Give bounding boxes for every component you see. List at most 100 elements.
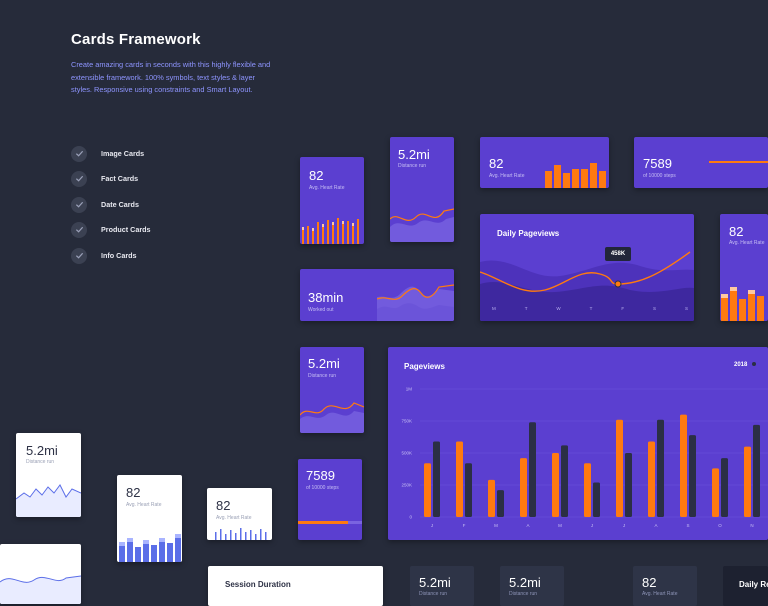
y-tick-label: 0 xyxy=(409,515,412,520)
heart-rate-card-right[interactable]: 82 Avg. Heart Rate xyxy=(720,214,768,321)
metric-label: Avg. Heart Rate xyxy=(729,240,765,246)
bar[interactable] xyxy=(529,422,536,517)
white-wave-card[interactable] xyxy=(0,544,81,604)
bar[interactable] xyxy=(424,463,431,517)
distance-line-chart xyxy=(16,484,81,517)
bar[interactable] xyxy=(433,441,440,517)
white-heart-rate-card[interactable]: 82 Avg. Heart Rate xyxy=(117,475,182,562)
y-tick-label: 250K xyxy=(401,483,412,488)
bar[interactable] xyxy=(561,445,568,517)
heart-rate-bars xyxy=(721,287,764,321)
bar[interactable] xyxy=(625,453,632,517)
session-duration-card[interactable]: Session Duration xyxy=(208,566,383,606)
metric-value: 82 xyxy=(489,156,504,171)
pageviews-tooltip: 458K xyxy=(605,247,631,261)
year-selector[interactable]: 2018 xyxy=(734,362,757,368)
bar[interactable] xyxy=(657,419,664,517)
feature-item-product-cards[interactable]: Product Cards xyxy=(71,221,221,238)
day-label: S xyxy=(684,306,688,311)
feature-label: Date Cards xyxy=(101,200,139,209)
x-tick-label: S xyxy=(686,523,689,528)
y-tick-label: 1M xyxy=(406,387,413,392)
distance-card-tall[interactable]: 5.2mi Distance run xyxy=(390,137,454,242)
x-tick-label: A xyxy=(526,523,529,528)
metric-value: 7589 xyxy=(643,156,672,171)
x-tick-label: O xyxy=(718,523,722,528)
dark-distance-card[interactable]: 5.2mi Distance run xyxy=(410,566,474,606)
bar[interactable] xyxy=(488,479,495,517)
chart-title: Pageviews xyxy=(404,362,445,371)
day-label: S xyxy=(653,306,657,311)
day-label: W xyxy=(556,306,561,311)
bar[interactable] xyxy=(721,458,728,517)
day-label: M xyxy=(492,306,496,311)
x-tick-label: J xyxy=(591,523,593,528)
bar[interactable] xyxy=(465,463,472,517)
feature-item-info-cards[interactable]: Info Cards xyxy=(71,247,221,264)
bar[interactable] xyxy=(584,463,591,517)
steps-card-wide[interactable]: 7589 of 10000 steps xyxy=(634,137,768,188)
bar[interactable] xyxy=(648,441,655,517)
workout-card[interactable]: 38min Worked out xyxy=(300,269,454,321)
dark-heart-rate-card[interactable]: 82 Avg. Heart Rate xyxy=(633,566,697,606)
bar[interactable] xyxy=(680,414,687,517)
metric-label: Distance run xyxy=(398,163,427,169)
metric-label: Avg. Heart Rate xyxy=(489,173,525,179)
y-tick-label: 750K xyxy=(401,419,412,424)
x-tick-label: N xyxy=(750,523,753,528)
day-label: T xyxy=(524,306,528,311)
heart-rate-card-wide[interactable]: 82 Avg. Heart Rate xyxy=(480,137,609,188)
day-labels: M T W T F S S xyxy=(492,306,688,311)
metric-value: 7589 xyxy=(306,468,335,483)
bar[interactable] xyxy=(593,482,600,517)
dark-distance-card-2[interactable]: 5.2mi Distance run xyxy=(500,566,564,606)
metric-value: 82 xyxy=(126,485,141,500)
check-icon xyxy=(71,196,87,213)
bar[interactable] xyxy=(753,424,760,517)
white-heart-rate-card-small[interactable]: 82 Avg. Heart Rate xyxy=(207,488,272,540)
feature-label: Product Cards xyxy=(101,225,151,234)
heart-rate-card-tall[interactable]: 82 Avg. Heart Rate xyxy=(300,157,364,244)
day-label: T xyxy=(589,306,593,311)
steps-progress-track xyxy=(298,521,362,524)
check-icon xyxy=(71,247,87,264)
metric-value: 38min xyxy=(308,290,344,305)
daily-dark-card[interactable]: Daily Re xyxy=(723,566,768,606)
bar[interactable] xyxy=(616,419,623,517)
x-tick-label: F xyxy=(463,523,466,528)
feature-item-date-cards[interactable]: Date Cards xyxy=(71,196,221,213)
metric-value: 82 xyxy=(729,224,744,239)
feature-label: Info Cards xyxy=(101,251,137,260)
feature-label: Fact Cards xyxy=(101,174,139,183)
x-tick-label: J xyxy=(431,523,433,528)
metric-label: Distance run xyxy=(509,591,538,597)
distance-wave xyxy=(390,208,454,242)
feature-item-image-cards[interactable]: Image Cards xyxy=(71,145,221,162)
x-tick-label: J xyxy=(623,523,625,528)
feature-item-fact-cards[interactable]: Fact Cards xyxy=(71,170,221,187)
bar[interactable] xyxy=(520,458,527,517)
metric-label: Avg. Heart Rate xyxy=(216,515,252,521)
steps-card-mid[interactable]: 7589 of 10000 steps xyxy=(298,459,362,540)
bar[interactable] xyxy=(456,441,463,517)
bar[interactable] xyxy=(552,453,559,517)
bar[interactable] xyxy=(744,446,751,517)
metric-label: Avg. Heart Rate xyxy=(309,185,345,191)
check-icon xyxy=(71,170,87,187)
pageviews-chart-card[interactable]: Pageviews 2018 1M 750K 500K 250K 0 J F M A M J J A S O… xyxy=(388,347,768,540)
heart-rate-bars xyxy=(302,218,359,244)
wave-line-chart xyxy=(0,575,81,604)
white-distance-card[interactable]: 5.2mi Distance run xyxy=(16,433,81,517)
bar[interactable] xyxy=(689,435,696,517)
steps-progress-line xyxy=(709,161,768,163)
metric-label: Distance run xyxy=(26,459,55,465)
heart-rate-bars xyxy=(119,534,181,562)
distance-card-mid[interactable]: 5.2mi Distance run xyxy=(300,347,364,433)
daily-pageviews-card[interactable]: Daily Pageviews 458K M T W T F S S xyxy=(480,214,694,321)
bar[interactable] xyxy=(497,490,504,517)
metric-value: 5.2mi xyxy=(308,356,340,371)
bar[interactable] xyxy=(712,468,719,517)
x-tick-label: M xyxy=(494,523,498,528)
metric-label: of 10000 steps xyxy=(643,173,676,179)
metric-label: Distance run xyxy=(419,591,448,597)
